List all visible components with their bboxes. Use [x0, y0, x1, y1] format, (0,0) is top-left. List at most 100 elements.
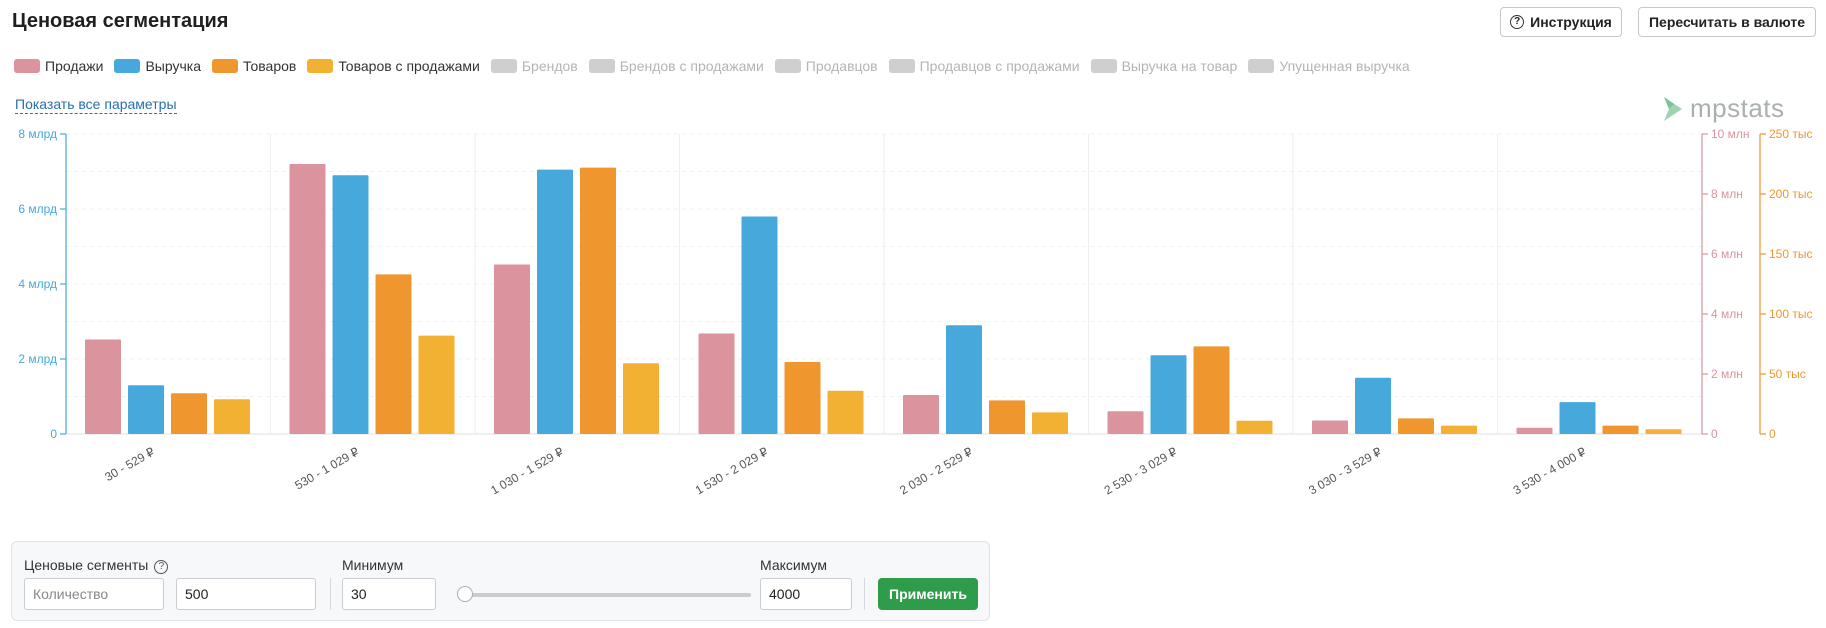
price-slider-track[interactable] [467, 593, 751, 597]
legend-item[interactable]: Брендов [490, 58, 578, 74]
bar [537, 169, 573, 434]
question-icon[interactable]: ? [154, 560, 169, 574]
legend-item[interactable]: Упущенная выручка [1248, 58, 1410, 74]
axis-tick-label: 150 тыс [1769, 247, 1812, 261]
legend-swatch [14, 59, 40, 73]
legend-label: Продавцов [805, 58, 878, 74]
bar [698, 333, 735, 434]
min-price-input[interactable] [342, 578, 436, 610]
legend-label: Продажи [45, 58, 104, 74]
divider [330, 578, 331, 610]
mpstats-logo: mpstats [1662, 93, 1785, 124]
legend-swatch [588, 59, 615, 73]
legend-item[interactable]: Товаров [212, 58, 296, 74]
bar [946, 325, 982, 434]
bar [214, 399, 250, 434]
segments-count-input[interactable] [24, 578, 164, 610]
x-tick-label: 530 - 1 029 ₽ [292, 444, 361, 492]
bar [1032, 412, 1068, 434]
legend-label: Продавцов с продажами [919, 58, 1080, 74]
instruction-label: Инструкция [1530, 14, 1612, 30]
bar [332, 175, 369, 434]
chart-legend: Продажи Выручка Товаров Товаров с продажами… [14, 56, 1421, 76]
price-slider-handle[interactable] [457, 586, 473, 602]
bar [375, 274, 412, 434]
axis-tick-label: 8 млн [1711, 187, 1743, 201]
bar [1236, 420, 1273, 434]
x-tick-label: 2 030 - 2 529 ₽ [897, 444, 975, 497]
show-all-params-link[interactable]: Показать все параметры [15, 96, 177, 114]
bar [580, 167, 616, 434]
legend-label: Товаров [243, 58, 297, 74]
bar [1107, 411, 1144, 434]
axis-tick-label: 6 млрд [18, 202, 57, 216]
price-segments-chart: 0 2 млрд 4 млрд 6 млрд 8 млрд 0 2 млн 4 млн 6 мл… [18, 127, 1812, 497]
axis-tick-label: 0 [1711, 427, 1718, 441]
instruction-button[interactable]: ? Инструкция [1500, 7, 1622, 37]
legend-swatch [114, 59, 141, 73]
axis-tick-label: 6 млн [1711, 247, 1743, 261]
x-tick-label: 3 530 - 4 000 ₽ [1511, 444, 1589, 497]
bar [85, 339, 121, 434]
bar [494, 264, 530, 434]
legend-item[interactable]: Продавцов с продажами [888, 58, 1080, 74]
legend-swatch [1090, 59, 1117, 73]
legend-label: Выручка [145, 58, 202, 74]
legend-swatch [307, 59, 334, 73]
axis-tick-label: 0 [1769, 427, 1776, 441]
max-price-input[interactable] [760, 578, 852, 610]
bar [1150, 355, 1187, 434]
segments-label: Ценовые сегменты? [24, 557, 169, 574]
axis-tick-label: 0 [50, 427, 57, 441]
legend-label: Брендов с продажами [619, 58, 764, 74]
segments-step-input[interactable] [176, 578, 316, 610]
divider [864, 578, 865, 610]
bar [1312, 420, 1348, 434]
legend-swatch [1248, 59, 1275, 73]
bar [289, 164, 326, 434]
recalculate-currency-button[interactable]: Пересчитать в валюте [1638, 7, 1816, 37]
x-tick-label: 30 - 529 ₽ [102, 444, 157, 484]
bar [1193, 346, 1230, 434]
axis-tick-label: 8 млрд [18, 127, 57, 141]
legend-label: Выручка на товар [1121, 58, 1238, 74]
legend-swatch [888, 59, 915, 73]
legend-item[interactable]: Товаров с продажами [307, 58, 480, 74]
bar [1355, 377, 1391, 434]
legend-swatch [490, 59, 517, 73]
x-tick-label: 3 030 - 3 529 ₽ [1306, 444, 1384, 497]
legend-item[interactable]: Продавцов [774, 58, 878, 74]
apply-button[interactable]: Применить [878, 578, 978, 610]
axis-tick-label: 10 млн [1711, 127, 1750, 141]
segments-panel: Ценовые сегменты? Минимум Максимум Приме… [11, 541, 990, 621]
legend-label: Упущенная выручка [1279, 58, 1410, 74]
legend-swatch [774, 59, 801, 73]
bar [1645, 429, 1682, 434]
bar [418, 335, 455, 434]
axis-tick-label: 4 млн [1711, 307, 1743, 321]
bar [1398, 418, 1434, 434]
axis-tick-label: 2 млрд [18, 352, 57, 366]
bar [903, 395, 939, 434]
axis-tick-label: 200 тыс [1769, 187, 1812, 201]
bar [623, 363, 659, 434]
axis-tick-label: 100 тыс [1769, 307, 1812, 321]
legend-swatch [212, 59, 239, 73]
axis-tick-label: 2 млн [1711, 367, 1743, 381]
bar [1559, 402, 1596, 434]
x-tick-label: 2 530 - 3 029 ₽ [1102, 444, 1180, 497]
legend-item[interactable]: Выручка [114, 58, 201, 74]
question-icon: ? [1510, 15, 1525, 29]
bar [784, 362, 821, 434]
legend-item[interactable]: Выручка на товар [1090, 58, 1238, 74]
legend-item[interactable]: Брендов с продажами [588, 58, 764, 74]
legend-label: Брендов [521, 58, 578, 74]
max-label: Максимум [760, 557, 827, 573]
bar [1602, 425, 1639, 434]
mpstats-logo-icon [1664, 96, 1682, 121]
legend-item[interactable]: Продажи [14, 58, 103, 74]
x-tick-label: 1 530 - 2 029 ₽ [693, 444, 771, 497]
min-label: Минимум [342, 557, 404, 573]
logo-text: mpstats [1690, 93, 1785, 123]
axis-tick-label: 4 млрд [18, 277, 57, 291]
